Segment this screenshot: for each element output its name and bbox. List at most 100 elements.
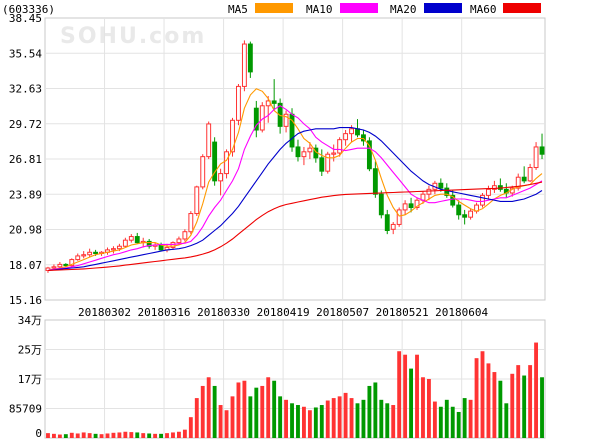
volume-bar (349, 398, 354, 438)
candle-body (349, 128, 354, 135)
volume-bar (57, 434, 62, 438)
watermark: SOHU.com (60, 24, 206, 49)
volume-bar (474, 358, 479, 438)
candle (366, 137, 372, 172)
volume-bar (325, 400, 330, 438)
candle-body (271, 100, 277, 104)
candle-body (63, 263, 69, 267)
candle-body (384, 214, 390, 231)
candle (408, 197, 414, 213)
date-tick-label: 20180316 (138, 306, 191, 319)
volume-bar (403, 354, 408, 438)
candle (319, 149, 325, 177)
volume-bar (129, 432, 134, 438)
candle-body (533, 146, 539, 169)
candle (45, 266, 51, 273)
candle (521, 166, 527, 184)
volume-bar (111, 432, 116, 438)
candle (390, 222, 396, 235)
candle (224, 149, 229, 179)
volume-panel: 34万 25万 17万 85709 0 (9, 314, 546, 440)
volume-bar (224, 410, 229, 438)
candle (75, 253, 81, 261)
volume-bar (426, 379, 431, 438)
date-tick-label: 20180330 (197, 306, 250, 319)
candle (307, 142, 313, 160)
candle (212, 137, 218, 186)
candle-body (283, 113, 289, 127)
candle (218, 168, 224, 196)
candle (515, 173, 521, 191)
volume-bar (165, 433, 169, 438)
volume-bar (432, 401, 437, 438)
price-panel: 38.45 35.54 32.63 29.72 26.81 23.89 20.98 18.07… (9, 12, 546, 319)
candle (384, 209, 390, 235)
legend-ma5-label: MA5 (228, 3, 248, 16)
candle-body (212, 141, 218, 182)
volume-bar (373, 382, 378, 438)
candle-body (450, 194, 456, 206)
candle-body (486, 188, 491, 196)
volume-tick-label: 85709 (9, 403, 42, 416)
candle-body (491, 185, 497, 190)
candle (200, 154, 206, 190)
candle (468, 208, 474, 220)
candle-body (390, 223, 396, 230)
volume-bar (480, 351, 485, 438)
candle (247, 41, 253, 78)
candle-body (93, 251, 99, 255)
candle (378, 190, 384, 219)
candle (533, 142, 539, 170)
volume-bar (254, 387, 259, 438)
candle-body (45, 267, 51, 271)
volume-bar (290, 403, 294, 438)
volume-bar (397, 351, 402, 438)
candle (426, 185, 432, 201)
volume-bar (498, 380, 503, 438)
date-tick-label: 20180521 (376, 306, 429, 319)
candle (188, 211, 194, 235)
ma5-line (47, 88, 543, 272)
candle (146, 238, 152, 249)
volume-bar (301, 406, 306, 438)
price-tick-label: 15.16 (9, 294, 42, 307)
candle-body (230, 119, 235, 153)
volume-bar (123, 431, 128, 438)
volume-tick-label: 17万 (18, 373, 42, 386)
candle-body (331, 152, 337, 155)
candle-body (307, 147, 313, 153)
candle-body (468, 210, 474, 218)
candle-body (188, 213, 194, 233)
candle (414, 197, 420, 210)
candle (194, 185, 200, 216)
date-tick-label: 20180302 (78, 306, 131, 319)
price-tick-label: 18.07 (9, 259, 42, 272)
volume-bar (415, 354, 419, 438)
volume-bar (361, 399, 366, 438)
volume-bar (534, 342, 539, 438)
volume-bar (248, 396, 253, 438)
candle (57, 261, 63, 269)
candle (69, 258, 75, 267)
volume-bar (343, 392, 348, 438)
volume-bar (260, 385, 265, 438)
candle (343, 130, 349, 146)
date-tick-label: 20180419 (257, 306, 310, 319)
candle (474, 202, 479, 214)
candle (87, 248, 93, 258)
price-tick-label: 35.54 (9, 47, 42, 60)
volume-bar (75, 433, 80, 438)
candle-body (241, 43, 247, 87)
candle-body (57, 263, 63, 268)
candle-body (480, 194, 485, 206)
candle-body (378, 193, 384, 216)
candle (271, 79, 277, 111)
candle-body (355, 128, 360, 136)
volume-bar (438, 406, 443, 438)
volume-bar (218, 405, 223, 438)
volume-bar (462, 398, 467, 438)
volume-bar (105, 433, 110, 438)
candle-body (111, 248, 116, 251)
volume-bar (450, 406, 455, 438)
